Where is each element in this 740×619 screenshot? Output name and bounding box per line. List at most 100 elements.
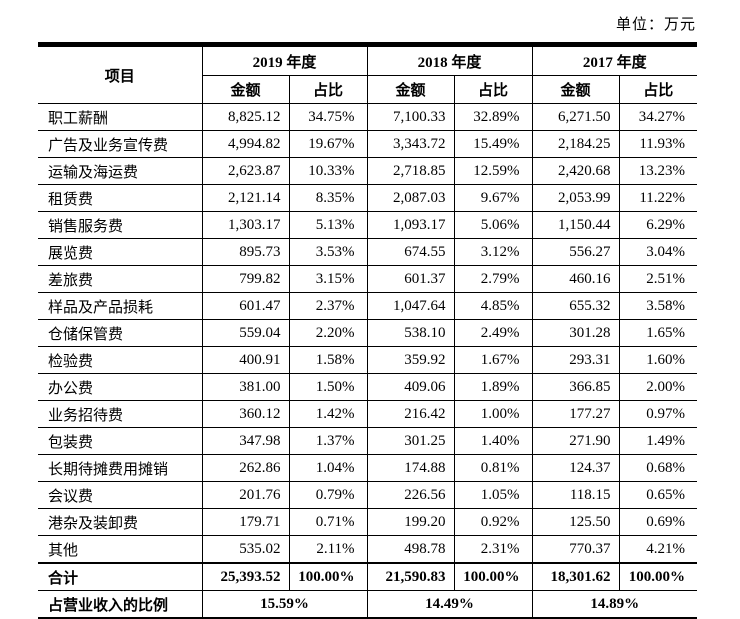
amount-cell: 2,087.03	[366, 184, 455, 212]
percent-cell: 1.40%	[453, 427, 533, 455]
percent-cell: 1.50%	[288, 373, 368, 401]
total-percent-cell: 100.00%	[453, 562, 533, 591]
amount-cell: 400.91	[201, 346, 290, 374]
header-amount-2017: 金额	[531, 75, 620, 104]
percent-cell: 3.53%	[288, 238, 368, 266]
header-ratio-2017: 占比	[618, 75, 698, 104]
amount-cell: 2,053.99	[531, 184, 620, 212]
percent-cell: 0.65%	[618, 481, 698, 509]
amount-cell: 535.02	[201, 535, 290, 564]
percent-cell: 9.67%	[453, 184, 533, 212]
table-row: 检验费 400.91 1.58% 359.92 1.67% 293.31 1.60%	[38, 346, 698, 374]
percent-cell: 1.65%	[618, 319, 698, 347]
percent-cell: 5.13%	[288, 211, 368, 239]
amount-cell: 3,343.72	[366, 130, 455, 158]
percent-cell: 11.22%	[618, 184, 698, 212]
amount-cell: 301.28	[531, 319, 620, 347]
amount-cell: 177.27	[531, 400, 620, 428]
row-label-cell: 仓储保管费	[38, 319, 203, 347]
row-label-cell: 样品及产品损耗	[38, 292, 203, 320]
header-amount-2018: 金额	[366, 75, 455, 104]
ratio-percent-cell: 14.89%	[531, 590, 698, 619]
percent-cell: 3.15%	[288, 265, 368, 293]
row-label-cell: 展览费	[38, 238, 203, 266]
table-row: 差旅费 799.82 3.15% 601.37 2.79% 460.16 2.51%	[38, 265, 698, 293]
percent-cell: 1.37%	[288, 427, 368, 455]
subheader-row: 金额 占比 金额 占比 金额 占比	[38, 75, 698, 104]
amount-cell: 4,994.82	[201, 130, 290, 158]
percent-cell: 4.21%	[618, 535, 698, 564]
amount-cell: 366.85	[531, 373, 620, 401]
table-body: 职工薪酬 8,825.12 34.75% 7,100.33 32.89% 6,271.50…	[38, 103, 698, 619]
percent-cell: 0.68%	[618, 454, 698, 482]
percent-cell: 2.49%	[453, 319, 533, 347]
amount-cell: 381.00	[201, 373, 290, 401]
percent-cell: 13.23%	[618, 157, 698, 185]
header-item: 项目	[38, 44, 203, 104]
amount-cell: 799.82	[201, 265, 290, 293]
amount-cell: 174.88	[366, 454, 455, 482]
percent-cell: 1.05%	[453, 481, 533, 509]
amount-cell: 347.98	[201, 427, 290, 455]
table-row: 会议费 201.76 0.79% 226.56 1.05% 118.15 0.65%	[38, 481, 698, 509]
amount-cell: 2,184.25	[531, 130, 620, 158]
header-ratio-2019: 占比	[288, 75, 368, 104]
table-row: 职工薪酬 8,825.12 34.75% 7,100.33 32.89% 6,271.50…	[38, 103, 698, 131]
amount-cell: 2,718.85	[366, 157, 455, 185]
amount-cell: 226.56	[366, 481, 455, 509]
amount-cell: 1,303.17	[201, 211, 290, 239]
percent-cell: 1.89%	[453, 373, 533, 401]
amount-cell: 1,150.44	[531, 211, 620, 239]
amount-cell: 601.37	[366, 265, 455, 293]
header-year-2019: 2019 年度	[201, 44, 368, 76]
table-row: 其他 535.02 2.11% 498.78 2.31% 770.37 4.21%	[38, 535, 698, 564]
percent-cell: 1.58%	[288, 346, 368, 374]
row-label-cell: 其他	[38, 535, 203, 564]
row-label-cell: 包装费	[38, 427, 203, 455]
table-header: 项目 2019 年度 2018 年度 2017 年度 金额 占比 金额 占比 金…	[38, 44, 698, 104]
amount-cell: 2,420.68	[531, 157, 620, 185]
revenue-ratio-row: 占营业收入的比例 15.59% 14.49% 14.89%	[38, 590, 698, 619]
percent-cell: 4.85%	[453, 292, 533, 320]
amount-cell: 895.73	[201, 238, 290, 266]
percent-cell: 2.51%	[618, 265, 698, 293]
percent-cell: 3.04%	[618, 238, 698, 266]
amount-cell: 556.27	[531, 238, 620, 266]
row-label-cell: 职工薪酬	[38, 103, 203, 131]
header-year-2018: 2018 年度	[366, 44, 533, 76]
amount-cell: 2,121.14	[201, 184, 290, 212]
table-row: 港杂及装卸费 179.71 0.71% 199.20 0.92% 125.50 0.69%	[38, 508, 698, 536]
row-label-cell: 会议费	[38, 481, 203, 509]
percent-cell: 0.71%	[288, 508, 368, 536]
total-percent-cell: 100.00%	[288, 562, 368, 591]
amount-cell: 655.32	[531, 292, 620, 320]
percent-cell: 34.27%	[618, 103, 698, 131]
percent-cell: 5.06%	[453, 211, 533, 239]
amount-cell: 6,271.50	[531, 103, 620, 131]
percent-cell: 1.60%	[618, 346, 698, 374]
ratio-percent-cell: 15.59%	[201, 590, 368, 619]
header-year-2017: 2017 年度	[531, 44, 698, 76]
percent-cell: 1.00%	[453, 400, 533, 428]
row-label-cell: 港杂及装卸费	[38, 508, 203, 536]
percent-cell: 2.37%	[288, 292, 368, 320]
percent-cell: 3.12%	[453, 238, 533, 266]
ratio-percent-cell: 14.49%	[366, 590, 533, 619]
ratio-label-cell: 占营业收入的比例	[38, 590, 203, 619]
table-row: 租赁费 2,121.14 8.35% 2,087.03 9.67% 2,053.99 11.…	[38, 184, 698, 212]
percent-cell: 2.20%	[288, 319, 368, 347]
header-ratio-2018: 占比	[453, 75, 533, 104]
row-label-cell: 差旅费	[38, 265, 203, 293]
amount-cell: 199.20	[366, 508, 455, 536]
amount-cell: 301.25	[366, 427, 455, 455]
percent-cell: 32.89%	[453, 103, 533, 131]
amount-cell: 125.50	[531, 508, 620, 536]
header-amount-2019: 金额	[201, 75, 290, 104]
percent-cell: 0.79%	[288, 481, 368, 509]
table-row: 广告及业务宣传费 4,994.82 19.67% 3,343.72 15.49% 2,18…	[38, 130, 698, 158]
amount-cell: 538.10	[366, 319, 455, 347]
amount-cell: 770.37	[531, 535, 620, 564]
percent-cell: 2.11%	[288, 535, 368, 564]
total-amount-cell: 18,301.62	[531, 562, 620, 591]
amount-cell: 360.12	[201, 400, 290, 428]
